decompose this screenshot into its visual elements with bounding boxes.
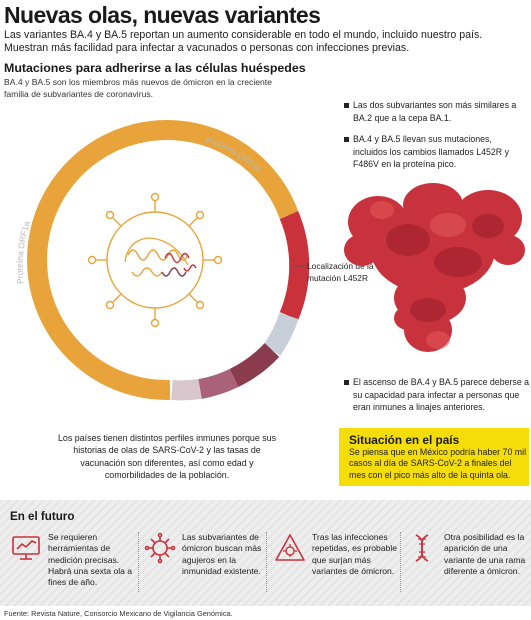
- section-description: BA.4 y BA.5 son los miembros más nuevos …: [4, 77, 272, 100]
- bullet-similarity: Las dos subvariantes son más similares a…: [344, 99, 525, 124]
- situacion-body: Se piensa que en México podría haber 70 …: [349, 447, 527, 480]
- situacion-box: Situación en el país Se piensa que en Mé…: [339, 428, 529, 486]
- futuro-title: En el futuro: [10, 510, 75, 523]
- ring-segment-light: [263, 312, 299, 356]
- ring-red-segment: [279, 211, 310, 320]
- bullet-ascent: El ascenso de BA.4 y BA.5 parece deberse…: [344, 376, 531, 414]
- divider: [138, 532, 139, 592]
- monitor-chart-icon: [12, 536, 40, 560]
- genome-ring-diagram: Proteína ORF1b Proteína ORF1a: [15, 120, 310, 401]
- ring-segment-pale: [171, 379, 202, 401]
- lead-paragraph: Las variantes BA.4 y BA.5 reportan un au…: [4, 29, 483, 54]
- situacion-title: Situación en el país: [349, 433, 460, 447]
- mutation-location-label: Localización de la mutación L452R: [307, 261, 374, 283]
- divider: [400, 532, 401, 592]
- source-credit: Fuente: Revista Nature, Consorcio Mexica…: [4, 609, 233, 618]
- ring-segment-mauve: [197, 368, 239, 399]
- virus-particle-illustration: [87, 192, 223, 328]
- spike-protein-illustration: [344, 183, 525, 352]
- futuro-item-text: Se requieren herramientas de medición pr…: [48, 532, 133, 588]
- futuro-item-text: Otra posibilidad es la aparición de una …: [444, 532, 526, 576]
- futuro-item-immunity: Las subvariantes de ómicron buscan más a…: [142, 532, 270, 598]
- page-title: Nuevas olas, nuevas variantes: [4, 2, 321, 28]
- ring-segment-dark: [229, 342, 280, 387]
- futuro-item-measurement: Se requieren herramientas de medición pr…: [8, 532, 136, 598]
- dna-icon: [415, 534, 429, 562]
- warning-virus-icon: [275, 534, 305, 561]
- divider: [266, 532, 267, 592]
- bullet-mutations: BA.4 y BA.5 llevan sus mutaciones, inclu…: [344, 133, 525, 171]
- virus-icon: [144, 532, 176, 564]
- futuro-item-variants: Tras las infecciones repetidas, es proba…: [272, 532, 400, 598]
- futuro-item-text: Las subvariantes de ómicron buscan más a…: [182, 532, 262, 576]
- futuro-panel: En el futuro Se requieren herramientas d…: [0, 500, 531, 606]
- futuro-item-text: Tras las infecciones repetidas, es proba…: [312, 532, 398, 576]
- section-title: Mutaciones para adherirse a las células …: [4, 61, 306, 75]
- ring-orange-segment: [27, 120, 299, 401]
- immune-profiles-paragraph: Los países tienen distintos perfiles inm…: [57, 433, 277, 480]
- futuro-item-branch: Otra posibilidad es la aparición de una …: [404, 532, 531, 598]
